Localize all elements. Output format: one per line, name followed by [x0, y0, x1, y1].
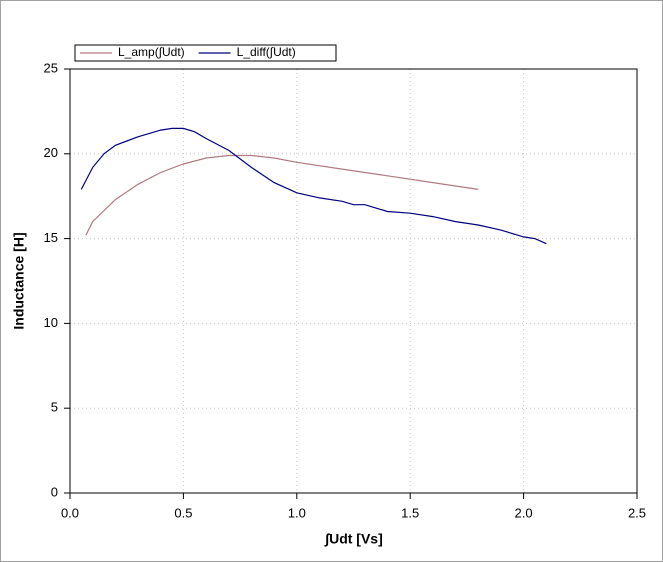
x-tick-label: 2.5 [628, 505, 646, 520]
y-tick-label: 20 [44, 145, 58, 160]
y-tick-label: 5 [51, 400, 58, 415]
legend-label: L_diff(∫Udt) [237, 45, 296, 59]
x-tick-label: 0.0 [61, 505, 79, 520]
y-axis-title: Inductance [H] [11, 232, 27, 329]
x-tick-label: 2.0 [515, 505, 533, 520]
series-line [80, 127, 547, 245]
x-axis-title: ∫Udt [Vs] [324, 531, 383, 548]
y-tick-label: 15 [44, 230, 58, 245]
x-tick-label: 1.0 [288, 505, 306, 520]
series-line [85, 154, 479, 236]
x-tick-label: 1.5 [401, 505, 419, 520]
x-tick-label: 0.5 [174, 505, 192, 520]
y-tick-label: 10 [44, 315, 58, 330]
legend-label: L_amp(∫Udt) [118, 45, 185, 59]
plot-area [69, 68, 638, 494]
y-tick-label: 25 [44, 60, 58, 75]
y-tick-label: 0 [51, 484, 58, 499]
